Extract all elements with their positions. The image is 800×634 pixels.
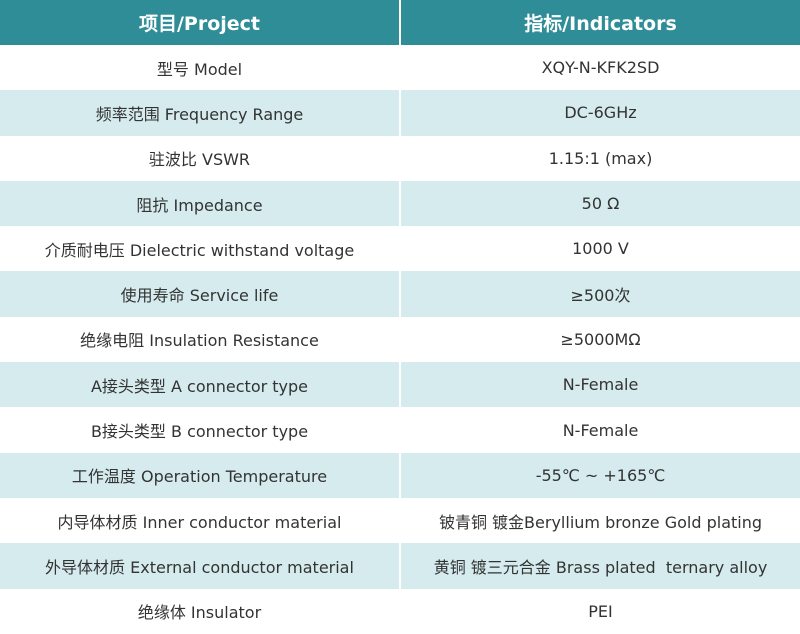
value-cell: 铍青铜 镀金Beryllium bronze Gold plating bbox=[399, 497, 800, 544]
item-cell: 外导体材质 External conductor material bbox=[0, 543, 400, 589]
table-row: B接头类型 B connector type N-Female bbox=[0, 407, 800, 453]
value-cell: PEI bbox=[399, 588, 800, 634]
item-cell: 阻抗 Impedance bbox=[0, 180, 400, 227]
table-row: 型号 Model XQY-N-KFK2SD bbox=[0, 45, 800, 91]
table-row: A接头类型 A connector type N-Female bbox=[0, 362, 800, 408]
value-cell: ≥500次 bbox=[399, 271, 800, 317]
table-row: 绝缘体 Insulator PEI bbox=[0, 588, 800, 634]
value-cell: 1.15:1 (max) bbox=[399, 135, 800, 181]
item-cell: 频率范围 Frequency Range bbox=[0, 90, 400, 136]
table-row: 外导体材质 External conductor material 黄铜 镀三元合… bbox=[0, 543, 800, 589]
item-cell: 驻波比 VSWR bbox=[0, 135, 400, 181]
value-cell: ≥5000MΩ bbox=[399, 316, 800, 363]
table-header: 项目/Project 指标/Indicators bbox=[0, 0, 800, 45]
item-cell: B接头类型 B connector type bbox=[0, 407, 400, 453]
table-row: 驻波比 VSWR 1.15:1 (max) bbox=[0, 135, 800, 181]
header-cell: 项目/Project bbox=[0, 0, 400, 45]
value-cell: DC-6GHz bbox=[399, 90, 800, 136]
item-cell: 绝缘体 Insulator bbox=[0, 588, 400, 634]
value-cell: XQY-N-KFK2SD bbox=[399, 45, 800, 91]
value-cell: -55℃ ~ +165℃ bbox=[399, 452, 800, 498]
table-row: 介质耐电压 Dielectric withstand voltage 1000 V bbox=[0, 226, 800, 272]
table-row: 频率范围 Frequency Range DC-6GHz bbox=[0, 90, 800, 136]
item-cell: 内导体材质 Inner conductor material bbox=[0, 497, 400, 544]
item-cell: 绝缘电阻 Insulation Resistance bbox=[0, 316, 400, 363]
value-cell: N-Female bbox=[399, 407, 800, 453]
value-cell: 1000 V bbox=[399, 226, 800, 272]
header-row: 项目/Project 指标/Indicators bbox=[0, 0, 800, 45]
value-cell: 50 Ω bbox=[399, 180, 800, 227]
item-cell: 型号 Model bbox=[0, 45, 400, 91]
table-row: 阻抗 Impedance 50 Ω bbox=[0, 180, 800, 227]
item-cell: A接头类型 A connector type bbox=[0, 362, 400, 408]
table-row: 绝缘电阻 Insulation Resistance ≥5000MΩ bbox=[0, 316, 800, 363]
table-row: 工作温度 Operation Temperature -55℃ ~ +165℃ bbox=[0, 452, 800, 498]
header-cell: 指标/Indicators bbox=[399, 0, 800, 45]
table-body: 型号 Model XQY-N-KFK2SD 频率范围 Frequency Range… bbox=[0, 45, 800, 634]
table-row: 使用寿命 Service life ≥500次 bbox=[0, 271, 800, 317]
value-cell: N-Female bbox=[399, 362, 800, 408]
item-cell: 使用寿命 Service life bbox=[0, 271, 400, 317]
table-row: 内导体材质 Inner conductor material 铍青铜 镀金Bery… bbox=[0, 497, 800, 544]
item-cell: 工作温度 Operation Temperature bbox=[0, 452, 400, 498]
item-cell: 介质耐电压 Dielectric withstand voltage bbox=[0, 226, 400, 272]
value-cell: 黄铜 镀三元合金 Brass plated ternary alloy bbox=[399, 543, 800, 589]
